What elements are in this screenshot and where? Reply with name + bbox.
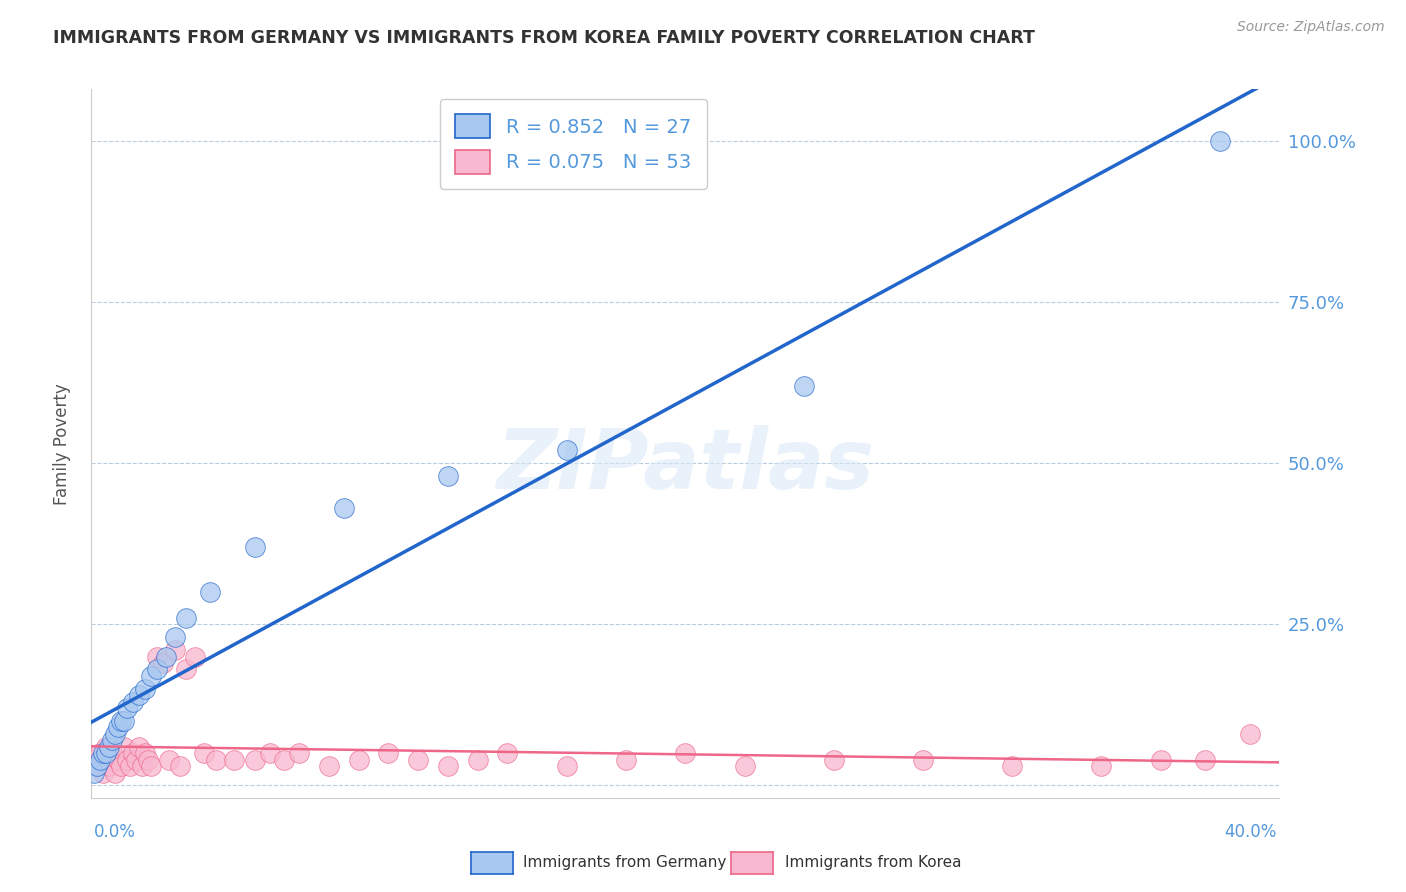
Point xyxy=(1209,134,1232,148)
Point xyxy=(259,746,281,760)
Point xyxy=(823,753,845,767)
Point xyxy=(163,643,186,657)
Point xyxy=(377,746,399,760)
Point xyxy=(734,759,756,773)
Point xyxy=(145,649,167,664)
Point xyxy=(555,443,578,458)
Point xyxy=(86,759,108,773)
Point xyxy=(83,753,105,767)
Point xyxy=(436,469,458,483)
Point xyxy=(139,669,162,683)
Point xyxy=(555,759,578,773)
Point xyxy=(1090,759,1112,773)
Point xyxy=(83,765,105,780)
Text: Source: ZipAtlas.com: Source: ZipAtlas.com xyxy=(1237,20,1385,34)
Point xyxy=(155,649,177,664)
Point xyxy=(98,739,121,754)
Point xyxy=(793,378,815,392)
Point xyxy=(110,714,132,728)
Text: Immigrants from Korea: Immigrants from Korea xyxy=(785,855,962,870)
Point xyxy=(673,746,696,760)
Point xyxy=(333,501,356,516)
Point xyxy=(128,739,150,754)
Text: 40.0%: 40.0% xyxy=(1225,822,1277,840)
Point xyxy=(89,746,111,760)
Point xyxy=(139,759,162,773)
Point xyxy=(131,759,153,773)
Text: ZIPatlas: ZIPatlas xyxy=(496,425,875,506)
Point xyxy=(136,753,159,767)
Point xyxy=(1149,753,1171,767)
Point xyxy=(318,759,340,773)
Point xyxy=(467,753,489,767)
Text: 0.0%: 0.0% xyxy=(94,822,136,840)
Point xyxy=(101,746,124,760)
Point xyxy=(176,611,198,625)
Point xyxy=(101,733,124,747)
Point xyxy=(128,688,150,702)
Point xyxy=(911,753,934,767)
Point xyxy=(89,753,111,767)
Point xyxy=(110,759,132,773)
Point xyxy=(134,681,156,696)
Point xyxy=(193,746,215,760)
Point xyxy=(163,630,186,644)
Point xyxy=(614,753,637,767)
Point xyxy=(96,739,118,754)
Point xyxy=(496,746,519,760)
Point xyxy=(406,753,429,767)
Point xyxy=(96,753,118,767)
Point xyxy=(205,753,228,767)
Point xyxy=(134,746,156,760)
Point xyxy=(436,759,458,773)
Legend: R = 0.852   N = 27, R = 0.075   N = 53: R = 0.852 N = 27, R = 0.075 N = 53 xyxy=(440,99,707,189)
Point xyxy=(288,746,311,760)
Point xyxy=(122,746,145,760)
Point xyxy=(118,759,141,773)
Point xyxy=(112,714,135,728)
Point xyxy=(104,727,127,741)
Point xyxy=(1239,727,1261,741)
Point xyxy=(222,753,245,767)
Text: Immigrants from Germany: Immigrants from Germany xyxy=(523,855,727,870)
Point xyxy=(98,759,121,773)
Point xyxy=(96,746,118,760)
Point xyxy=(115,753,138,767)
Point xyxy=(1001,759,1024,773)
Point xyxy=(184,649,207,664)
Point xyxy=(91,765,114,780)
Point xyxy=(112,739,135,754)
Point xyxy=(125,753,148,767)
Point xyxy=(1194,753,1216,767)
Point xyxy=(107,753,129,767)
Point xyxy=(122,695,145,709)
Point xyxy=(107,721,129,735)
Point xyxy=(145,662,167,676)
Point xyxy=(169,759,191,773)
Point xyxy=(347,753,370,767)
Point xyxy=(243,540,266,554)
Y-axis label: Family Poverty: Family Poverty xyxy=(52,383,70,505)
Point xyxy=(86,759,108,773)
Point xyxy=(273,753,295,767)
Point xyxy=(115,701,138,715)
Point xyxy=(91,746,114,760)
Text: IMMIGRANTS FROM GERMANY VS IMMIGRANTS FROM KOREA FAMILY POVERTY CORRELATION CHAR: IMMIGRANTS FROM GERMANY VS IMMIGRANTS FR… xyxy=(53,29,1035,46)
Point xyxy=(200,585,222,599)
Point xyxy=(152,656,174,670)
Point xyxy=(243,753,266,767)
Point xyxy=(157,753,180,767)
Point xyxy=(176,662,198,676)
Point xyxy=(104,765,127,780)
